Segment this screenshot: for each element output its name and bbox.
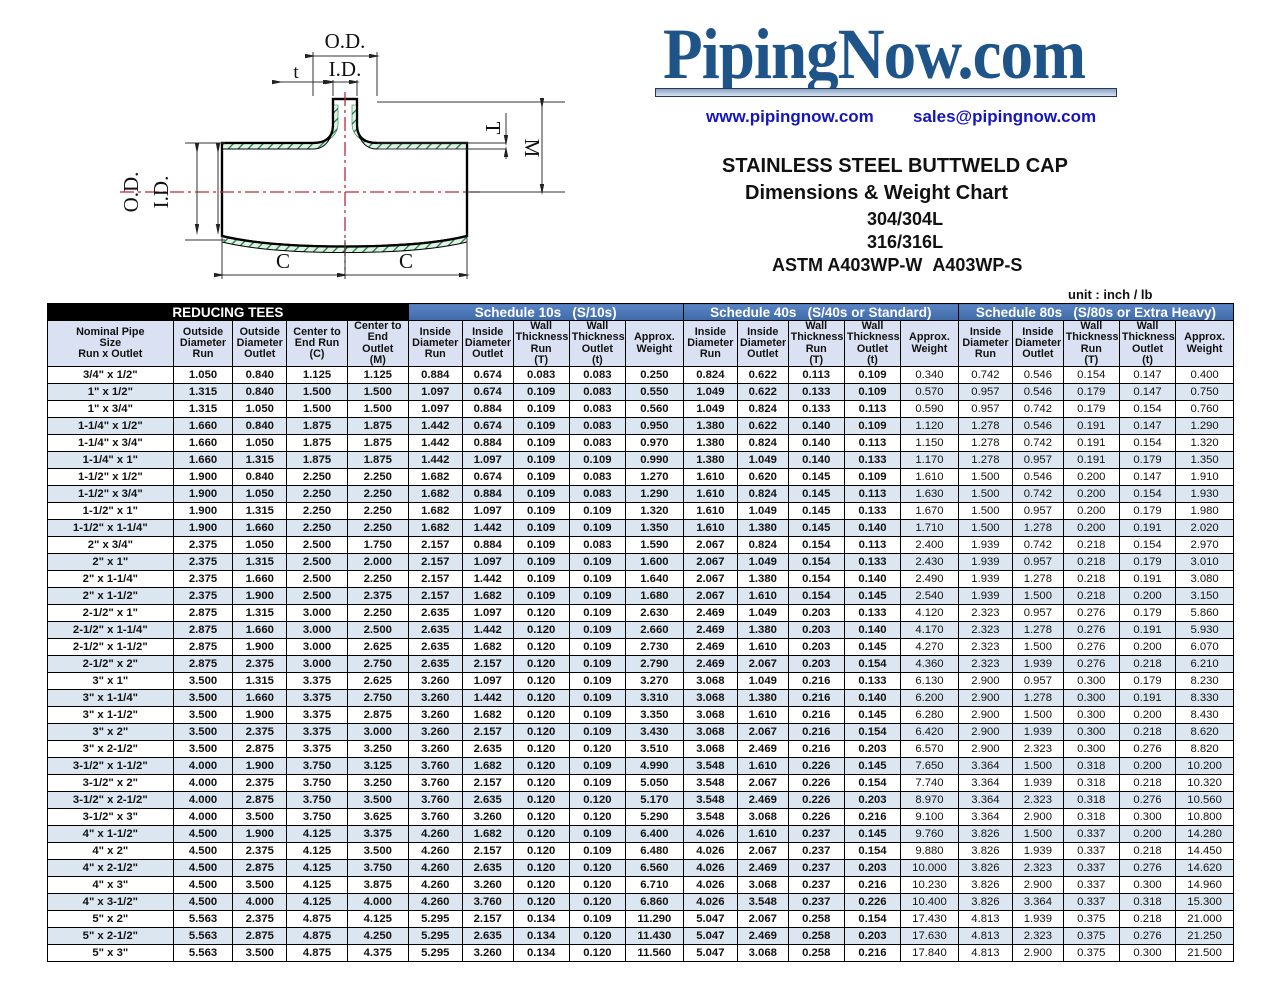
svg-text:C: C (276, 249, 290, 273)
svg-text:I.D.: I.D. (329, 57, 362, 81)
svg-text:M: M (520, 139, 544, 158)
svg-text:I.D.: I.D. (149, 176, 173, 209)
svg-text:T: T (481, 122, 505, 135)
svg-text:C: C (399, 249, 413, 273)
svg-text:t: t (293, 62, 299, 83)
svg-text:O.D.: O.D. (119, 172, 143, 213)
svg-text:O.D.: O.D. (325, 29, 366, 53)
